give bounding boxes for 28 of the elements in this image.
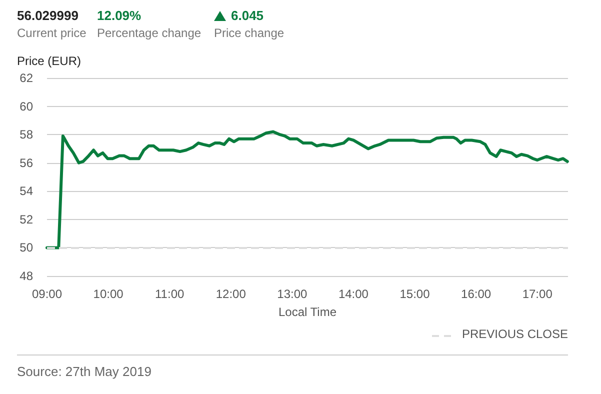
y-tick-label: 54 (20, 184, 34, 198)
x-tick-label: 17:00 (522, 287, 553, 301)
y-axis-title: Price (EUR) (17, 54, 82, 68)
text: Current price (17, 26, 86, 40)
x-tick-label: 15:00 (400, 287, 430, 301)
x-axis-title: Local Time (278, 305, 337, 319)
y-tick-label: 60 (20, 99, 34, 114)
y-tick-label: 58 (20, 128, 34, 142)
x-tick-label: 10:00 (93, 287, 124, 301)
y-tick-label: 56 (20, 156, 34, 170)
text: Price change (214, 26, 284, 40)
x-tick-label: 13:00 (277, 287, 308, 301)
text: Percentage change (97, 26, 202, 40)
line-series (46, 130, 569, 250)
y-tick-label: 62 (20, 71, 34, 85)
x-tick-label: 09:00 (32, 287, 62, 301)
x-tick-label: 11:00 (155, 287, 184, 301)
text: 6.045 (231, 8, 264, 23)
y-tick-label: 52 (20, 212, 34, 226)
y-tick-label: 50 (20, 240, 34, 255)
x-tick-label: 14:00 (338, 287, 369, 301)
text: 12.09% (97, 8, 142, 23)
x-tick-label: 16:00 (461, 287, 492, 301)
y-tick-label: 48 (20, 269, 34, 283)
text: 56.029999 (17, 8, 78, 23)
source-note: Source: 27th May 2019 (17, 364, 152, 379)
legend-label: PREVIOUS CLOSE (462, 327, 568, 341)
x-tick-label: 12:00 (216, 287, 246, 301)
